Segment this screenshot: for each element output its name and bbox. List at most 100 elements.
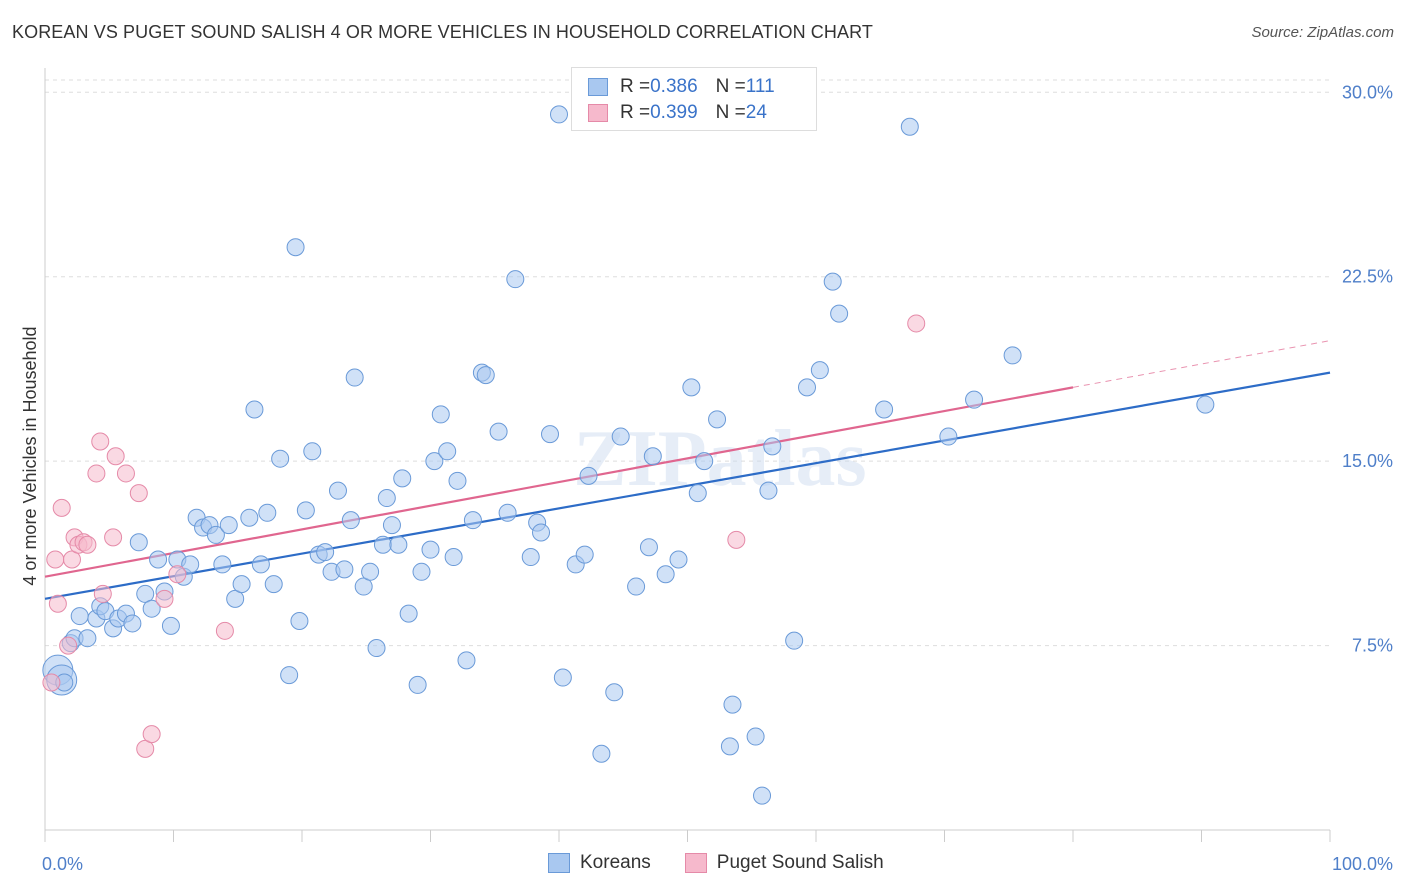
koreans-point <box>367 639 386 658</box>
koreans-point <box>798 378 817 397</box>
salish-point <box>116 464 135 483</box>
koreans-point <box>264 575 283 594</box>
koreans-point <box>669 550 688 569</box>
koreans-point <box>532 523 551 542</box>
koreans-point <box>377 489 396 508</box>
koreans-point <box>129 533 148 552</box>
legend-r-label: R = <box>620 102 651 123</box>
y-tick-label: 30.0% <box>1342 82 1393 102</box>
salish-point <box>78 535 97 554</box>
koreans-point <box>746 727 765 746</box>
koreans-point <box>373 535 392 554</box>
koreans-point <box>303 442 322 461</box>
chart-title: KOREAN VS PUGET SOUND SALISH 4 OR MORE V… <box>12 22 873 42</box>
koreans-point <box>271 449 290 468</box>
koreans-point <box>643 447 662 466</box>
x-tick-label-min: 0.0% <box>42 854 83 874</box>
koreans-point <box>476 366 495 385</box>
koreans-point <box>759 481 778 500</box>
koreans-point <box>605 683 624 702</box>
koreans-point <box>389 535 408 554</box>
koreans-point <box>438 442 457 461</box>
legend-n-value: 24 <box>745 102 767 123</box>
koreans-point <box>720 737 739 756</box>
koreans-point <box>550 105 568 124</box>
koreans-legend-swatch <box>548 853 570 873</box>
salish-point <box>106 447 125 466</box>
legend-label-koreans: Koreans <box>580 852 651 873</box>
koreans-point <box>328 481 347 500</box>
koreans-point <box>181 555 200 574</box>
koreans-point <box>70 607 89 626</box>
salish-point <box>46 550 65 569</box>
data-points <box>42 105 1215 805</box>
salish-point <box>215 621 234 640</box>
koreans-point <box>335 560 354 579</box>
salish-point <box>48 594 67 613</box>
koreans-swatch <box>588 78 608 96</box>
koreans-point <box>425 452 444 471</box>
legend-r-value: 0.399 <box>650 102 698 123</box>
koreans-point <box>232 575 251 594</box>
koreans-point <box>688 484 707 503</box>
koreans-point <box>341 511 360 530</box>
salish-point <box>727 530 746 549</box>
koreans-point <box>142 599 161 618</box>
koreans-point <box>399 604 418 623</box>
salish-point <box>59 636 78 655</box>
koreans-point <box>723 695 742 714</box>
koreans-point <box>965 390 984 409</box>
salish-point <box>168 565 187 584</box>
koreans-point <box>763 437 782 456</box>
koreans-point <box>123 614 142 633</box>
salish-point <box>87 464 106 483</box>
koreans-point <box>393 469 412 488</box>
salish-point <box>155 589 174 608</box>
salish-point <box>104 528 123 547</box>
koreans-point <box>810 361 829 380</box>
koreans-point <box>506 270 525 289</box>
salish-point <box>142 725 161 744</box>
series-legend: Koreans Puget Sound Salish <box>548 852 918 874</box>
watermark: ZIPatlas <box>573 415 866 503</box>
koreans-point <box>245 400 264 419</box>
salish-point <box>52 498 71 517</box>
y-axis-label: 4 or more Vehicles in Household <box>20 326 40 585</box>
y-tick-label: 15.0% <box>1342 451 1393 471</box>
koreans-point <box>421 540 440 559</box>
koreans-point <box>1003 346 1022 365</box>
koreans-point <box>448 471 467 490</box>
koreans-point <box>258 503 277 522</box>
legend-n-label: N = <box>715 102 746 123</box>
koreans-point <box>823 272 842 291</box>
koreans-point <box>280 666 299 685</box>
koreans-point <box>489 422 508 441</box>
koreans-point <box>708 410 727 429</box>
koreans-point <box>939 427 958 446</box>
salish-swatch <box>588 104 608 122</box>
legend-r-value: 0.386 <box>650 76 698 97</box>
koreans-point <box>296 501 315 520</box>
koreans-point <box>251 555 270 574</box>
y-tick-label: 22.5% <box>1342 267 1393 287</box>
salish-point <box>907 314 926 333</box>
salish-point <box>129 484 148 503</box>
koreans-point <box>830 304 849 323</box>
koreans-point <box>463 511 482 530</box>
koreans-point <box>695 452 714 471</box>
grid-lines <box>45 79 1330 647</box>
legend-r-label: R = <box>620 76 651 97</box>
koreans-point <box>753 786 772 805</box>
koreans-point <box>412 562 431 581</box>
koreans-point <box>611 427 630 446</box>
y-tick-label: 7.5% <box>1352 636 1393 656</box>
legend-n-value: 111 <box>745 76 775 97</box>
salish-point <box>91 432 110 451</box>
koreans-point <box>361 562 380 581</box>
koreans-point <box>457 651 476 670</box>
koreans-trend-line <box>44 371 1331 600</box>
koreans-point <box>553 668 572 687</box>
koreans-point <box>382 516 401 535</box>
koreans-point <box>521 548 540 567</box>
koreans-point <box>1196 395 1215 414</box>
